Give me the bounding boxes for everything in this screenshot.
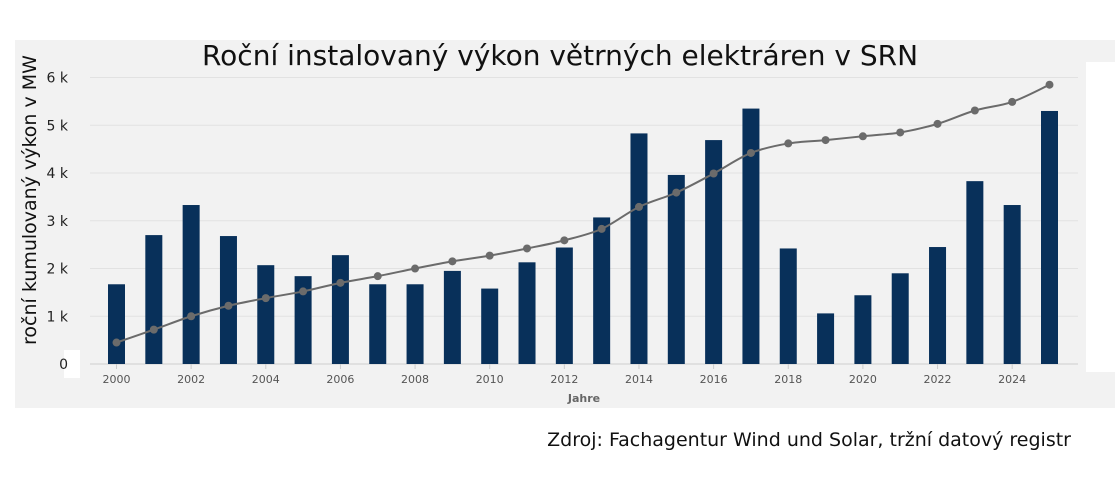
- bar: [779, 248, 797, 364]
- bar: [630, 133, 648, 364]
- bar: [518, 262, 536, 364]
- bar: [667, 174, 685, 364]
- bar: [294, 276, 312, 364]
- y-tick-label: 6 k: [47, 71, 69, 87]
- bar: [705, 140, 723, 364]
- line-point: [784, 139, 793, 148]
- line-point: [373, 272, 382, 281]
- bar: [929, 247, 947, 364]
- bar: [369, 284, 387, 364]
- line-point: [746, 148, 755, 157]
- line-point: [299, 287, 308, 296]
- x-tick-label: 2024: [998, 373, 1026, 386]
- bar: [1003, 205, 1021, 364]
- line-point: [336, 278, 345, 287]
- line-point: [821, 136, 830, 145]
- y-tick-label: 0: [59, 357, 68, 373]
- x-tick-label: 2012: [550, 373, 578, 386]
- bar: [219, 236, 237, 364]
- line-point: [896, 128, 905, 137]
- line-series: [112, 80, 1054, 347]
- bar: [854, 295, 872, 364]
- line-point: [411, 264, 420, 273]
- x-axis-ticks: 2000 2002 2004 2006 2008 2010 2012 2014 2016 2018…: [103, 364, 1026, 386]
- line-point: [634, 202, 643, 211]
- line-point: [485, 251, 494, 260]
- line-point: [523, 244, 532, 253]
- gridlines: [90, 77, 1078, 365]
- x-tick-label: 2022: [924, 373, 952, 386]
- y-tick-label: 1 k: [47, 309, 69, 325]
- y-tick-label: 5 k: [47, 118, 69, 134]
- line-point: [261, 294, 270, 303]
- y-tick-label: 2 k: [47, 262, 69, 278]
- bar: [406, 284, 424, 364]
- line-point: [709, 169, 718, 178]
- line-point: [560, 236, 569, 245]
- bar: [331, 255, 349, 364]
- x-tick-label: 2002: [177, 373, 205, 386]
- bar: [182, 205, 200, 364]
- bar: [555, 247, 573, 364]
- x-tick-label: 2016: [700, 373, 728, 386]
- line-point: [224, 301, 233, 310]
- y-tick-label: 4 k: [47, 166, 69, 182]
- bar-series: [108, 108, 1058, 364]
- line-point: [1008, 97, 1017, 106]
- line-point: [933, 119, 942, 128]
- chart-title: Roční instalovaný výkon větrných elektrá…: [202, 39, 918, 72]
- y-tick-label: 3 k: [47, 214, 69, 230]
- x-tick-label: 2014: [625, 373, 653, 386]
- y-axis-ticks: 0 1 k 2 k 3 k 4 k 5 k 6 k: [47, 71, 69, 373]
- edge-patch-left: [64, 350, 80, 378]
- x-tick-label: 2008: [401, 373, 429, 386]
- line-point: [112, 338, 121, 347]
- bar: [593, 217, 611, 364]
- line-point: [187, 312, 196, 321]
- x-tick-label: 2004: [252, 373, 280, 386]
- x-axis-label: Jahre: [567, 392, 600, 405]
- bar: [742, 108, 760, 364]
- bar: [145, 235, 163, 364]
- bar: [108, 284, 125, 364]
- source-note: Zdroj: Fachagentur Wind und Solar, tržní…: [547, 429, 1071, 451]
- line-point: [448, 257, 457, 266]
- line-point: [672, 188, 681, 197]
- line-point: [858, 132, 867, 141]
- bar: [481, 288, 499, 364]
- corner-patch-top: [700, 0, 1115, 40]
- x-tick-label: 2018: [774, 373, 802, 386]
- line-point: [970, 106, 979, 115]
- x-tick-label: 2020: [849, 373, 877, 386]
- x-tick-label: 2006: [326, 373, 354, 386]
- x-tick-label: 2010: [476, 373, 504, 386]
- edge-patch-right: [1086, 62, 1115, 372]
- bar: [257, 265, 275, 364]
- bar: [891, 273, 909, 364]
- bar: [817, 313, 835, 364]
- x-tick-label: 2000: [103, 373, 131, 386]
- bar: [1041, 110, 1058, 364]
- line-point: [1045, 80, 1054, 89]
- bar: [443, 270, 461, 364]
- bar: [966, 181, 984, 364]
- line-point: [149, 325, 158, 334]
- y-axis-label: roční kumulovaný výkon v MW: [19, 55, 41, 345]
- line-point: [597, 224, 606, 233]
